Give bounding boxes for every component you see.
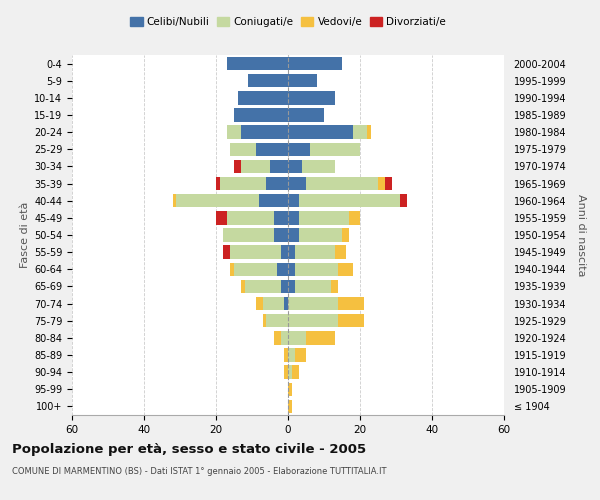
Bar: [299, 211, 349, 224]
Bar: [331, 280, 338, 293]
Bar: [295, 280, 331, 293]
Bar: [216, 211, 227, 224]
Bar: [248, 74, 288, 88]
Bar: [288, 382, 292, 396]
Bar: [367, 126, 371, 139]
Y-axis label: Anni di nascita: Anni di nascita: [576, 194, 586, 276]
Bar: [295, 348, 306, 362]
Bar: [288, 91, 335, 104]
Bar: [288, 400, 292, 413]
Bar: [238, 91, 288, 104]
Bar: [342, 228, 349, 241]
Bar: [277, 262, 288, 276]
Bar: [335, 246, 346, 259]
Bar: [400, 194, 407, 207]
Bar: [241, 280, 245, 293]
Bar: [349, 211, 360, 224]
Bar: [274, 228, 288, 241]
Bar: [263, 297, 284, 310]
Bar: [306, 331, 335, 344]
Bar: [288, 366, 292, 379]
Bar: [227, 211, 274, 224]
Bar: [230, 142, 256, 156]
Bar: [173, 194, 176, 207]
Bar: [288, 74, 317, 88]
Bar: [338, 297, 364, 310]
Bar: [288, 57, 342, 70]
Bar: [259, 194, 288, 207]
Bar: [266, 314, 288, 328]
Bar: [241, 160, 270, 173]
Bar: [281, 246, 288, 259]
Bar: [274, 211, 288, 224]
Bar: [378, 177, 385, 190]
Bar: [227, 126, 241, 139]
Bar: [299, 194, 400, 207]
Bar: [234, 160, 241, 173]
Bar: [302, 160, 335, 173]
Bar: [288, 194, 299, 207]
Bar: [284, 348, 288, 362]
Text: Popolazione per età, sesso e stato civile - 2005: Popolazione per età, sesso e stato civil…: [12, 442, 366, 456]
Bar: [288, 126, 353, 139]
Bar: [295, 246, 335, 259]
Bar: [288, 228, 299, 241]
Bar: [220, 177, 266, 190]
Bar: [270, 160, 288, 173]
Bar: [299, 228, 342, 241]
Bar: [223, 246, 230, 259]
Bar: [216, 177, 220, 190]
Bar: [306, 177, 378, 190]
Bar: [281, 280, 288, 293]
Bar: [288, 177, 306, 190]
Bar: [274, 331, 281, 344]
Bar: [353, 126, 367, 139]
Legend: Celibi/Nubili, Coniugati/e, Vedovi/e, Divorziati/e: Celibi/Nubili, Coniugati/e, Vedovi/e, Di…: [127, 14, 449, 30]
Bar: [234, 262, 277, 276]
Text: COMUNE DI MARMENTINO (BS) - Dati ISTAT 1° gennaio 2005 - Elaborazione TUTTITALIA: COMUNE DI MARMENTINO (BS) - Dati ISTAT 1…: [12, 468, 386, 476]
Bar: [295, 262, 338, 276]
Bar: [288, 314, 338, 328]
Bar: [310, 142, 360, 156]
Bar: [230, 246, 281, 259]
Bar: [230, 262, 234, 276]
Bar: [288, 297, 338, 310]
Bar: [288, 246, 295, 259]
Bar: [284, 297, 288, 310]
Bar: [288, 262, 295, 276]
Bar: [338, 314, 364, 328]
Bar: [281, 331, 288, 344]
Bar: [338, 262, 353, 276]
Bar: [288, 108, 324, 122]
Bar: [292, 366, 299, 379]
Bar: [241, 126, 288, 139]
Bar: [266, 177, 288, 190]
Bar: [288, 280, 295, 293]
Bar: [288, 160, 302, 173]
Bar: [227, 57, 288, 70]
Bar: [288, 348, 295, 362]
Bar: [176, 194, 259, 207]
Bar: [263, 314, 266, 328]
Bar: [288, 142, 310, 156]
Y-axis label: Fasce di età: Fasce di età: [20, 202, 30, 268]
Bar: [288, 211, 299, 224]
Bar: [256, 297, 263, 310]
Bar: [284, 366, 288, 379]
Bar: [385, 177, 392, 190]
Bar: [245, 280, 281, 293]
Bar: [288, 331, 306, 344]
Bar: [256, 142, 288, 156]
Bar: [223, 228, 274, 241]
Bar: [234, 108, 288, 122]
